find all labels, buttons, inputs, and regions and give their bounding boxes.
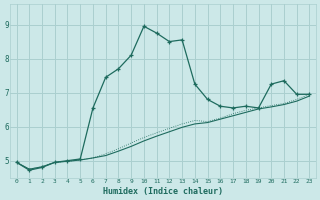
X-axis label: Humidex (Indice chaleur): Humidex (Indice chaleur) [103, 187, 223, 196]
